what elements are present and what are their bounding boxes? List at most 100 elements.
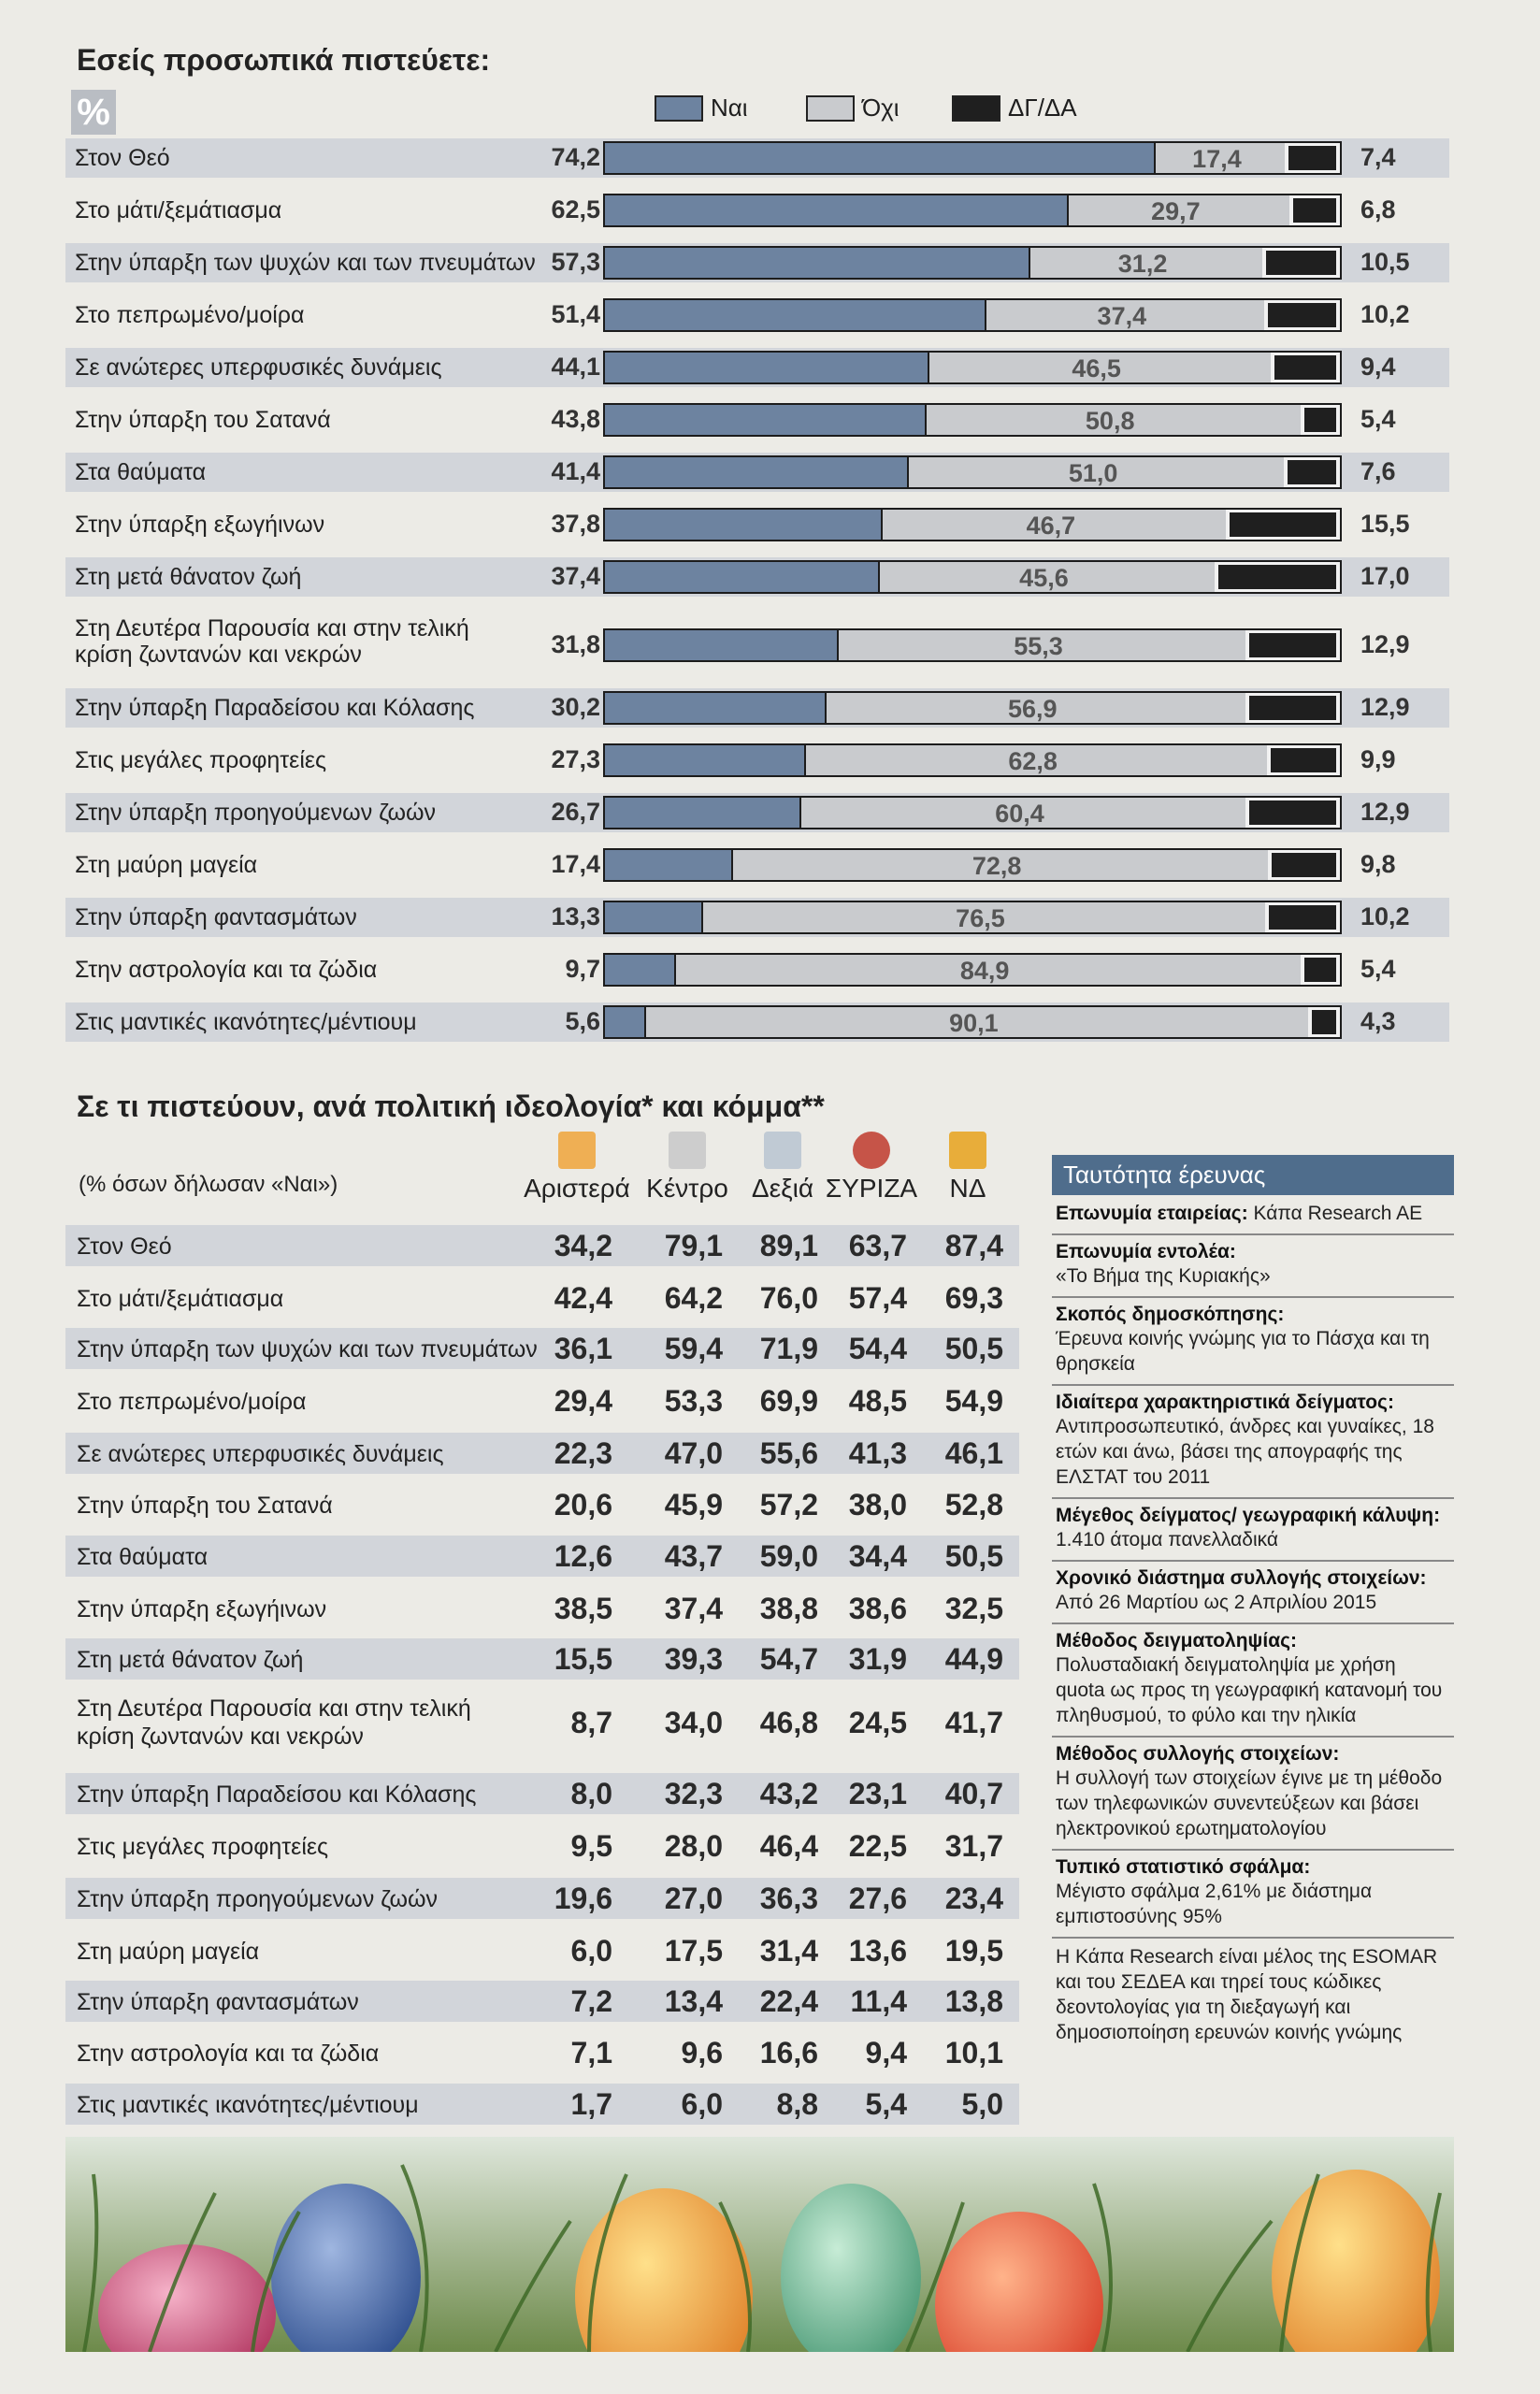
- row-label: Στα θαύματα: [77, 1544, 209, 1570]
- table-cell: 54,9: [944, 1384, 1003, 1418]
- table-cell: 19,6: [554, 1882, 612, 1915]
- no-value-label: 84,9: [959, 957, 1010, 985]
- table-cell: 24,5: [848, 1706, 907, 1739]
- left-arrow-icon: [558, 1132, 596, 1169]
- bar-segment-yes: [605, 1007, 647, 1037]
- yes-value-label: 57,3: [551, 248, 600, 276]
- info-text: 1.410 άτομα πανελλαδικά: [1056, 1529, 1279, 1550]
- table-cell: 36,1: [554, 1332, 612, 1365]
- table-cell: 8,7: [570, 1706, 612, 1739]
- table-cell: 38,6: [848, 1592, 907, 1625]
- table-cell: 22,4: [759, 1984, 818, 2018]
- info-text: Κάπα Research AE: [1247, 1203, 1423, 1224]
- info-label: Τυπικό στατιστικό σφάλμα:: [1056, 1856, 1311, 1878]
- legend-item: ΔΓ/ΔΑ: [952, 94, 1077, 123]
- legend-label: ΔΓ/ΔΑ: [1008, 94, 1077, 122]
- table-cell: 32,3: [664, 1777, 723, 1810]
- bar-segment-yes: [605, 902, 703, 932]
- category-label: Στην αστρολογία και τα ζώδια: [75, 957, 378, 983]
- bar-segment-dk: [1268, 905, 1336, 930]
- stacked-bar: 62,8: [603, 743, 1342, 777]
- row-label: Στην ύπαρξη φαντασμάτων: [77, 1989, 359, 2015]
- row-label: Στη μαύρη μαγεία: [77, 1939, 260, 1965]
- table-cell: 17,5: [664, 1934, 723, 1968]
- table-cell: 50,5: [944, 1332, 1003, 1365]
- table-cell: 42,4: [554, 1281, 612, 1315]
- table-cell: 89,1: [759, 1229, 818, 1262]
- bar-segment-no: [879, 562, 1216, 592]
- yes-value-label: 5,6: [565, 1007, 600, 1035]
- bar-segment-no: [827, 693, 1245, 723]
- table-cell: 16,6: [759, 2036, 818, 2070]
- no-value-label: 45,6: [1019, 564, 1069, 592]
- table-cell: 69,3: [944, 1281, 1003, 1315]
- dk-value-label: 7,4: [1360, 143, 1396, 171]
- bar-segment-yes: [605, 405, 928, 435]
- bar-segment-yes: [605, 248, 1030, 278]
- bar-segment-yes: [605, 195, 1070, 225]
- table-cell: 57,4: [848, 1281, 907, 1315]
- row-label: Στην αστρολογία και τα ζώδια: [77, 2041, 380, 2067]
- yes-value-label: 74,2: [551, 143, 600, 171]
- stacked-bar: 46,5: [603, 351, 1342, 384]
- category-label: Στις μεγάλες προφητείες: [75, 747, 327, 773]
- bar-segment-yes: [605, 850, 733, 880]
- row-label: Στη μετά θάνατον ζωή: [77, 1647, 304, 1673]
- stacked-bar: 17,4: [603, 141, 1342, 175]
- center-arrows-icon: [669, 1132, 706, 1169]
- category-label-line: Στη Δευτέρα Παρουσία και στην τελική: [75, 615, 469, 642]
- dk-value-label: 5,4: [1360, 405, 1396, 433]
- table-cell: 63,7: [848, 1229, 907, 1262]
- info-section: Σκοπός δημοσκόπησης: Έρευνα κοινής γνώμης…: [1052, 1298, 1454, 1386]
- info-label: Χρονικό διάστημα συλλογής στοιχείων:: [1056, 1567, 1427, 1589]
- category-label: Στην ύπαρξη εξωγήινων: [75, 512, 325, 538]
- row-label: Στην ύπαρξη εξωγήινων: [77, 1596, 327, 1622]
- category-label: Στην ύπαρξη των ψυχών και των πνευμάτων: [75, 250, 536, 276]
- table-row: [65, 2084, 1019, 2125]
- table-cell: 5,4: [865, 2087, 907, 2121]
- table-cell: 38,8: [759, 1592, 818, 1625]
- table-cell: 9,5: [570, 1829, 612, 1863]
- info-text: Η Κάπα Research είναι μέλος της ESOMAR κ…: [1056, 1946, 1438, 2043]
- yes-value-label: 26,7: [551, 798, 600, 826]
- yes-value-label: 9,7: [565, 955, 600, 983]
- bar-segment-no: [1069, 195, 1289, 225]
- table-cell: 87,4: [944, 1229, 1003, 1262]
- bar-segment-yes: [605, 955, 677, 985]
- table-cell: 64,2: [664, 1281, 723, 1315]
- dk-value-label: 6,8: [1360, 195, 1396, 224]
- table-cell: 13,8: [944, 1984, 1003, 2018]
- table-subtitle: (% όσων δήλωσαν «Ναι»): [79, 1172, 338, 1197]
- table-cell: 46,1: [944, 1436, 1003, 1470]
- bar-segment-no: [986, 300, 1264, 330]
- table-cell: 34,0: [664, 1706, 723, 1739]
- info-label: Επωνυμία εταιρείας:: [1056, 1203, 1248, 1224]
- info-section: Επωνυμία εντολέα: «Το Βήμα της Κυριακής»: [1052, 1235, 1454, 1298]
- stacked-bar: 55,3: [603, 628, 1342, 662]
- table-cell: 47,0: [664, 1436, 723, 1470]
- info-text: Μέγιστο σφάλμα 2,61% με διάστημα εμπιστο…: [1056, 1881, 1373, 1927]
- table-cell: 7,2: [570, 1984, 612, 2018]
- bar-segment-no: [883, 510, 1227, 540]
- yes-value-label: 37,4: [551, 562, 600, 590]
- table-cell: 27,0: [664, 1882, 723, 1915]
- info-text: Πολυσταδιακή δειγματοληψία με χρήση quot…: [1056, 1654, 1443, 1726]
- bar-segment-dk: [1268, 303, 1336, 327]
- bar-segment-yes: [605, 300, 987, 330]
- table-row: [65, 1433, 1019, 1474]
- bar-segment-dk: [1303, 408, 1336, 432]
- table-cell: 34,2: [554, 1229, 612, 1262]
- table-cell: 7,1: [570, 2036, 612, 2070]
- table-cell: 43,2: [759, 1777, 818, 1810]
- dk-value-label: 10,5: [1360, 248, 1410, 276]
- table-cell: 32,5: [944, 1592, 1003, 1625]
- table-cell: 48,5: [848, 1384, 907, 1418]
- bar-segment-no: [1029, 248, 1262, 278]
- dk-value-label: 9,9: [1360, 745, 1396, 773]
- dk-value-label: 9,8: [1360, 850, 1396, 878]
- stacked-bar: 51,0: [603, 455, 1342, 489]
- bar-segment-dk: [1230, 512, 1336, 537]
- column-header: Αριστερά: [524, 1174, 630, 1203]
- table-title: Σε τι πιστεύουν, ανά πολιτική ιδεολογία*…: [77, 1089, 825, 1123]
- table-row: [65, 1773, 1019, 1814]
